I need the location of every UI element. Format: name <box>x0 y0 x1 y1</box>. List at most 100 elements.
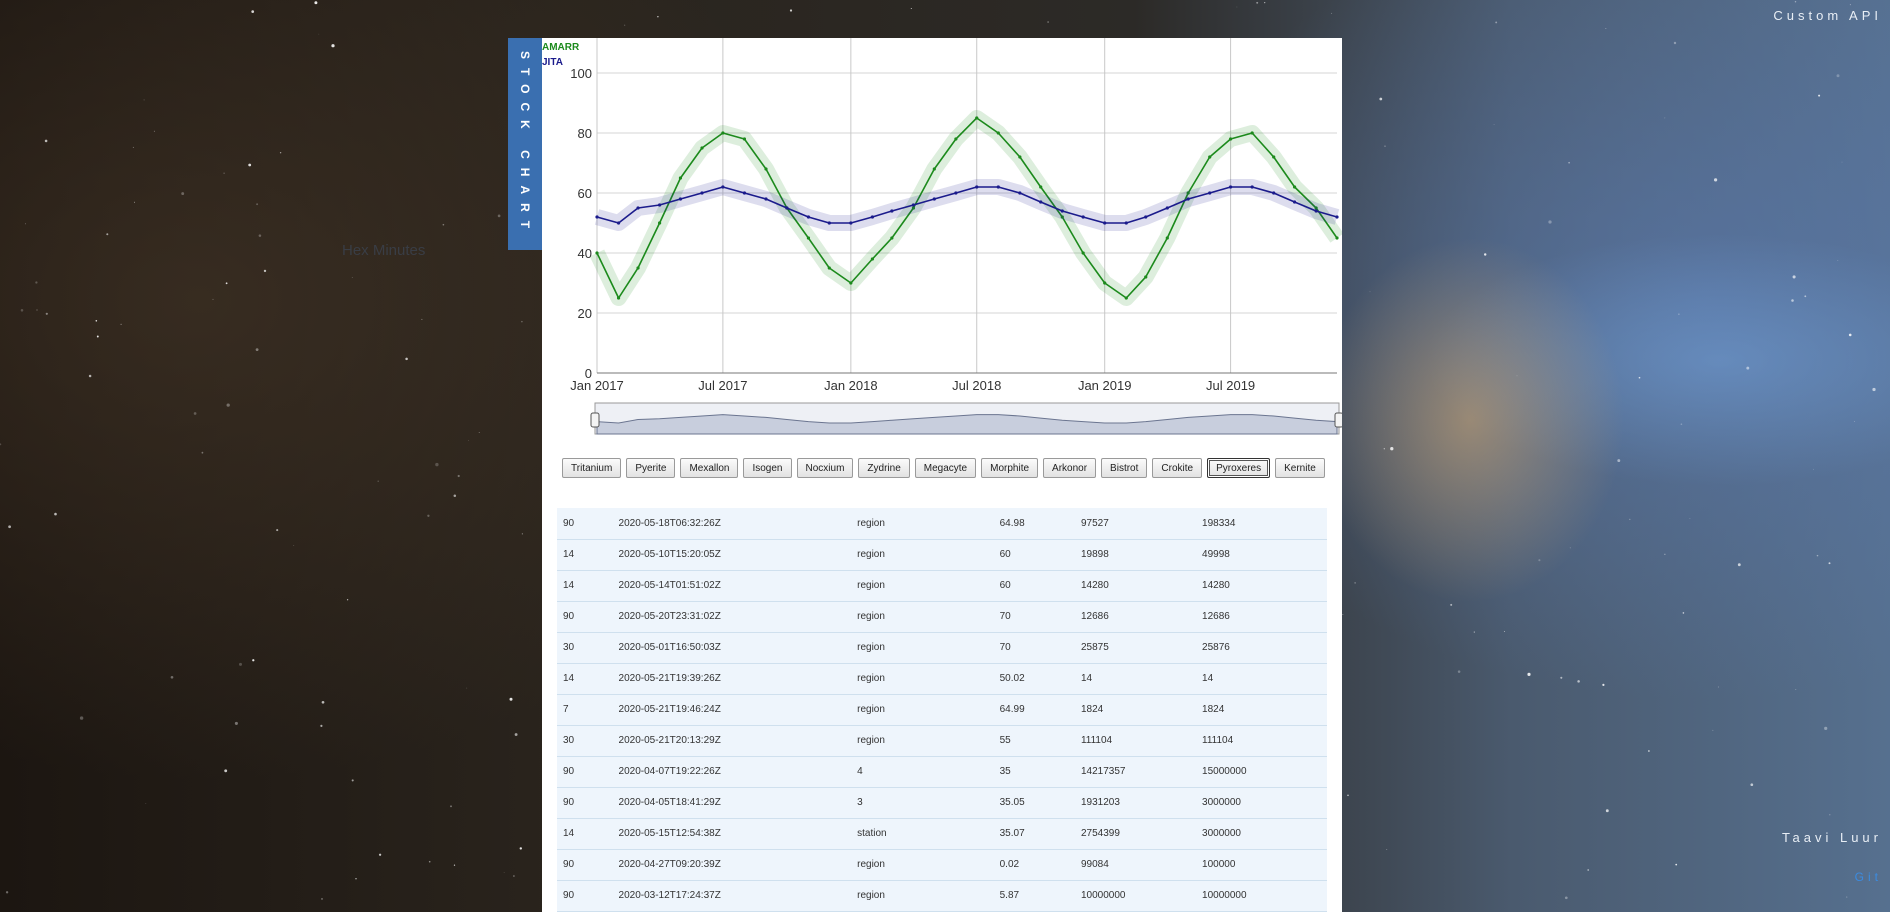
table-row[interactable]: 14 2020-05-10T15:20:05Z region 60 19898 49998 <box>557 539 1327 570</box>
table-row[interactable]: 7 2020-05-21T19:46:24Z region 64.99 1824 1824 <box>557 694 1327 725</box>
data-point-amarr[interactable] <box>1186 191 1190 195</box>
data-point-amarr[interactable] <box>954 137 958 141</box>
mineral-button-nocxium[interactable]: Nocxium <box>796 458 854 478</box>
data-point-jita[interactable] <box>996 185 1000 189</box>
data-point-jita[interactable] <box>1186 197 1190 201</box>
mineral-button-mexallon[interactable]: Mexallon <box>680 458 739 478</box>
data-point-jita[interactable] <box>742 191 747 195</box>
data-point-jita[interactable] <box>1250 185 1254 189</box>
data-point-jita[interactable] <box>657 203 662 207</box>
data-point-jita[interactable] <box>721 185 725 189</box>
data-point-amarr[interactable] <box>1272 155 1276 159</box>
navigator-left-handle[interactable] <box>590 412 600 428</box>
data-point-amarr[interactable] <box>1228 137 1233 141</box>
mineral-button-pyroxeres[interactable]: Pyroxeres <box>1207 458 1271 478</box>
data-point-amarr[interactable] <box>932 167 936 171</box>
data-point-jita[interactable] <box>1335 215 1339 219</box>
data-point-jita[interactable] <box>975 185 979 189</box>
table-row[interactable]: 30 2020-05-21T20:13:29Z region 55 111104 1111… <box>557 725 1327 756</box>
data-point-amarr[interactable] <box>595 251 599 255</box>
series-line-amarr[interactable] <box>596 117 1338 299</box>
data-point-jita[interactable] <box>1039 200 1043 204</box>
data-point-jita[interactable] <box>849 221 853 225</box>
mineral-button-crokite[interactable]: Crokite <box>1152 458 1203 478</box>
data-point-amarr[interactable] <box>1060 215 1064 219</box>
table-row[interactable]: 90 2020-04-05T18:41:29Z 3 35.05 1931203 30000… <box>557 787 1327 818</box>
data-point-amarr[interactable] <box>849 281 853 285</box>
data-point-jita[interactable] <box>678 197 683 201</box>
data-point-jita[interactable] <box>890 209 894 213</box>
data-point-jita[interactable] <box>1208 191 1212 195</box>
mineral-button-tritanium[interactable]: Tritanium <box>562 458 622 478</box>
data-point-jita[interactable] <box>1018 191 1022 195</box>
mineral-button-morphite[interactable]: Morphite <box>981 458 1039 478</box>
data-point-jita[interactable] <box>764 197 768 201</box>
git-link[interactable]: Git <box>1854 870 1882 884</box>
data-point-jita[interactable] <box>636 206 640 210</box>
data-point-jita[interactable] <box>785 206 789 210</box>
data-point-jita[interactable] <box>1292 200 1297 204</box>
data-point-amarr[interactable] <box>764 167 768 171</box>
data-point-amarr[interactable] <box>1081 251 1085 255</box>
data-point-jita[interactable] <box>1124 221 1128 225</box>
mineral-button-megacyte[interactable]: Megacyte <box>914 458 977 478</box>
data-point-amarr[interactable] <box>1314 206 1318 210</box>
data-point-jita[interactable] <box>954 191 958 195</box>
data-point-amarr[interactable] <box>1292 185 1297 189</box>
data-point-amarr[interactable] <box>1144 275 1148 279</box>
data-point-jita[interactable] <box>1272 191 1276 195</box>
data-point-jita[interactable] <box>1081 215 1085 219</box>
data-point-amarr[interactable] <box>975 116 979 120</box>
data-point-jita[interactable] <box>1144 215 1148 219</box>
table-row[interactable]: 90 2020-04-27T09:20:39Z region 0.02 99084 100… <box>557 849 1327 880</box>
custom-api-link[interactable]: Custom API <box>1773 8 1882 23</box>
data-point-amarr[interactable] <box>827 266 831 270</box>
data-point-jita[interactable] <box>616 221 621 225</box>
legend-item-jita[interactable]: JITA <box>542 57 563 68</box>
table-row[interactable]: 90 2020-05-20T23:31:02Z region 70 12686 12686 <box>557 601 1327 632</box>
data-point-amarr[interactable] <box>890 236 894 240</box>
data-point-jita[interactable] <box>595 215 599 219</box>
data-point-jita[interactable] <box>1314 209 1318 213</box>
data-point-amarr[interactable] <box>911 206 916 210</box>
data-point-amarr[interactable] <box>806 236 811 240</box>
data-point-amarr[interactable] <box>1208 155 1212 159</box>
data-point-amarr[interactable] <box>657 221 662 225</box>
table-row[interactable]: 14 2020-05-15T12:54:38Z station 35.07 275439… <box>557 818 1327 849</box>
stock-chart-tab[interactable]: STOCK CHART <box>508 38 542 250</box>
mineral-button-kernite[interactable]: Kernite <box>1275 458 1325 478</box>
data-point-amarr[interactable] <box>1018 155 1022 159</box>
data-point-amarr[interactable] <box>700 146 704 150</box>
data-point-jita[interactable] <box>870 215 875 219</box>
table-row[interactable]: 30 2020-05-01T16:50:03Z region 70 25875 25876 <box>557 632 1327 663</box>
mineral-button-isogen[interactable]: Isogen <box>743 458 792 478</box>
mineral-button-bistrot[interactable]: Bistrot <box>1101 458 1148 478</box>
mineral-button-pyerite[interactable]: Pyerite <box>626 458 676 478</box>
series-line-jita[interactable] <box>596 186 1338 224</box>
mineral-button-zydrine[interactable]: Zydrine <box>858 458 910 478</box>
data-point-amarr[interactable] <box>678 176 683 180</box>
data-point-jita[interactable] <box>932 197 936 201</box>
data-point-jita[interactable] <box>700 191 704 195</box>
data-point-jita[interactable] <box>911 203 916 207</box>
table-row[interactable]: 90 2020-03-12T17:24:37Z region 5.87 10000000… <box>557 880 1327 911</box>
table-row[interactable]: 14 2020-05-14T01:51:02Z region 60 14280 14280 <box>557 570 1327 601</box>
data-point-amarr[interactable] <box>996 131 1000 135</box>
data-point-amarr[interactable] <box>1124 296 1128 300</box>
data-point-amarr[interactable] <box>742 137 747 141</box>
data-point-amarr[interactable] <box>1250 131 1254 135</box>
data-point-amarr[interactable] <box>636 266 640 270</box>
data-point-jita[interactable] <box>1228 185 1233 189</box>
data-point-jita[interactable] <box>1060 209 1064 213</box>
data-point-amarr[interactable] <box>721 131 725 135</box>
data-point-amarr[interactable] <box>1165 236 1169 240</box>
legend-item-amarr[interactable]: AMARR <box>542 42 580 53</box>
data-point-jita[interactable] <box>1103 221 1107 225</box>
table-row[interactable]: 90 2020-04-07T19:22:26Z 4 35 14217357 1500000… <box>557 756 1327 787</box>
data-point-amarr[interactable] <box>616 296 621 300</box>
data-point-jita[interactable] <box>827 221 831 225</box>
data-point-amarr[interactable] <box>1103 281 1107 285</box>
data-point-jita[interactable] <box>806 215 811 219</box>
data-point-amarr[interactable] <box>1039 185 1043 189</box>
navigator-right-handle[interactable] <box>1334 412 1342 428</box>
